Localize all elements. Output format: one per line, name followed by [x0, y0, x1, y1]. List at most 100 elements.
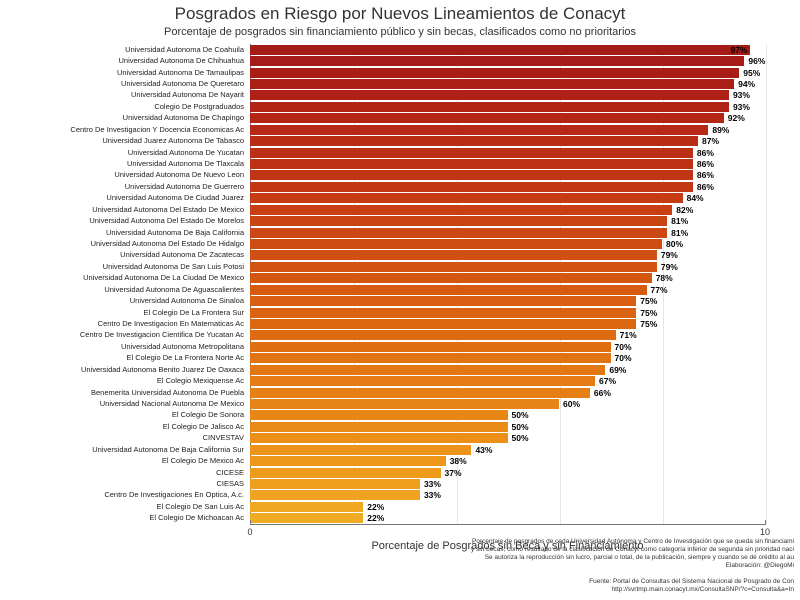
bar-row: Universidad Autonoma De La Ciudad De Mex…	[250, 273, 765, 283]
bar-value-label: 50%	[508, 422, 529, 432]
chart-subtitle: Porcentaje de posgrados sin financiamien…	[0, 26, 800, 38]
bar	[250, 250, 657, 260]
bar-row: Universidad Autonoma Del Estado De Mexic…	[250, 205, 765, 215]
bar	[250, 285, 647, 295]
x-tick-label: 0	[247, 527, 252, 537]
bar-category-label: Benemerita Universidad Autonoma De Puebl…	[91, 388, 250, 398]
bar-row: CIESAS33%	[250, 479, 765, 489]
bar-category-label: Universidad Autonoma De Chihuahua	[119, 56, 251, 66]
bar-category-label: Universidad Autonoma De Guerrero	[125, 182, 250, 192]
bar-row: CICESE37%	[250, 468, 765, 478]
bar-category-label: Universidad Autonoma De Coahuila	[125, 45, 250, 55]
bar-row: El Colegio Mexiquense Ac67%	[250, 376, 765, 386]
bar-row: Universidad Autonoma De Chapingo92%	[250, 113, 765, 123]
bar-category-label: Universidad Autonoma De Zacatecas	[120, 250, 250, 260]
gridline	[766, 44, 767, 524]
bar	[250, 205, 672, 215]
bar	[250, 90, 729, 100]
bar-category-label: Universidad Nacional Autonoma De Mexico	[100, 399, 250, 409]
bar-value-label: 69%	[605, 365, 626, 375]
bar	[250, 56, 744, 66]
bar	[250, 182, 693, 192]
bar-value-label: 77%	[647, 285, 668, 295]
bar	[250, 502, 363, 512]
footnote-line: http://svrtmp.main.conacyt.mx/ConsultaSN…	[471, 586, 794, 594]
bar-category-label: CINVESTAV	[203, 433, 250, 443]
x-tick-mark	[765, 520, 766, 524]
bar-value-label: 70%	[611, 353, 632, 363]
bar-value-label: 37%	[441, 468, 462, 478]
bar-category-label: Universidad Autonoma De Baja California	[106, 228, 250, 238]
bar-category-label: El Colegio De Mexico Ac	[162, 456, 250, 466]
bar-category-label: Universidad Autonoma De Tlaxcala	[127, 159, 250, 169]
bar-row: Universidad Autonoma Del Estado De Hidal…	[250, 239, 765, 249]
bar-category-label: Universidad Autonoma De Ciudad Juarez	[106, 193, 250, 203]
bar	[250, 399, 559, 409]
bar	[250, 422, 508, 432]
bar-row: El Colegio De Jalisco Ac50%	[250, 422, 765, 432]
bar-category-label: Universidad Autonoma Metropolitana	[121, 342, 250, 352]
bar	[250, 136, 698, 146]
bar	[250, 479, 420, 489]
bar-category-label: Universidad Autonoma De Nayarit	[131, 90, 250, 100]
bar-row: El Colegio De La Frontera Norte Ac70%	[250, 353, 765, 363]
bar-row: Universidad Nacional Autonoma De Mexico6…	[250, 399, 765, 409]
bar-row: Universidad Autonoma Metropolitana70%	[250, 342, 765, 352]
bar-category-label: Universidad Autonoma Del Estado De Hidal…	[91, 239, 250, 249]
bar-category-label: Universidad Autonoma De La Ciudad De Mex…	[83, 273, 250, 283]
bar-row: Centro De Investigacion Y Docencia Econo…	[250, 125, 765, 135]
bar	[250, 273, 652, 283]
bar-value-label: 22%	[363, 502, 384, 512]
footnote-line: Fuente: Portal de Consultas del Sistema …	[471, 578, 794, 586]
bar	[250, 445, 471, 455]
bar-value-label: 81%	[667, 228, 688, 238]
bar-category-label: Universidad Autonoma De Queretaro	[121, 79, 250, 89]
bar-category-label: El Colegio De Jalisco Ac	[163, 422, 250, 432]
bar-value-label: 78%	[652, 273, 673, 283]
bar-row: Universidad Autonoma De Ciudad Juarez84%	[250, 193, 765, 203]
bar-value-label: 82%	[672, 205, 693, 215]
bar-row: Universidad Autonoma De Aguascalientes77…	[250, 285, 765, 295]
chart-container: Posgrados en Riesgo por Nuevos Lineamien…	[0, 0, 800, 600]
bar-row: Universidad Autonoma De Baja California …	[250, 445, 765, 455]
bar-value-label: 50%	[508, 433, 529, 443]
bar-category-label: Universidad Juarez Autonoma De Tabasco	[102, 136, 250, 146]
bar-row: Universidad Autonoma De Nuevo Leon86%	[250, 170, 765, 180]
bar	[250, 308, 636, 318]
bar-value-label: 97%	[731, 45, 748, 55]
x-tick-label: 10	[760, 527, 770, 537]
bar-value-label: 79%	[657, 262, 678, 272]
bar-value-label: 80%	[662, 239, 683, 249]
bar	[250, 490, 420, 500]
bar-value-label: 60%	[559, 399, 580, 409]
bar-category-label: CIESAS	[216, 479, 250, 489]
bar-category-label: Universidad Autonoma De Chapingo	[123, 113, 250, 123]
bar-category-label: Universidad Autonoma Del Estado De Mexic…	[92, 205, 250, 215]
bar-value-label: 67%	[595, 376, 616, 386]
bar	[250, 296, 636, 306]
bar-value-label: 66%	[590, 388, 611, 398]
bar-value-label: 86%	[693, 159, 714, 169]
bar-category-label: El Colegio De San Luis Ac	[156, 502, 250, 512]
chart-title: Posgrados en Riesgo por Nuevos Lineamien…	[0, 4, 800, 24]
bar-row: Universidad Autonoma De Nayarit93%	[250, 90, 765, 100]
bar-category-label: Centro De Investigacion Cientifica De Yu…	[80, 330, 250, 340]
bar-row: CINVESTAV50%	[250, 433, 765, 443]
bar-row: Universidad Autonoma De San Luis Potosi7…	[250, 262, 765, 272]
bar-row: Universidad Autonoma De Queretaro94%	[250, 79, 765, 89]
bar-value-label: 92%	[724, 113, 745, 123]
bar-row: Universidad Juarez Autonoma De Tabasco87…	[250, 136, 765, 146]
bar-category-label: Universidad Autonoma De Yucatan	[128, 148, 250, 158]
bar	[250, 159, 693, 169]
bar	[250, 102, 729, 112]
bar	[250, 216, 667, 226]
bar	[250, 353, 611, 363]
bar-category-label: CICESE	[216, 468, 250, 478]
bar-category-label: Universidad Autonoma De Aguascalientes	[104, 285, 250, 295]
bar	[250, 113, 724, 123]
bar-row: Universidad Autonoma De Guerrero86%	[250, 182, 765, 192]
footnote-line: Elaboración: @DiegoMi	[471, 562, 794, 570]
bar	[250, 330, 616, 340]
bar-value-label: 22%	[363, 513, 384, 523]
bar-category-label: Universidad Autonoma De Sinaloa	[130, 296, 250, 306]
